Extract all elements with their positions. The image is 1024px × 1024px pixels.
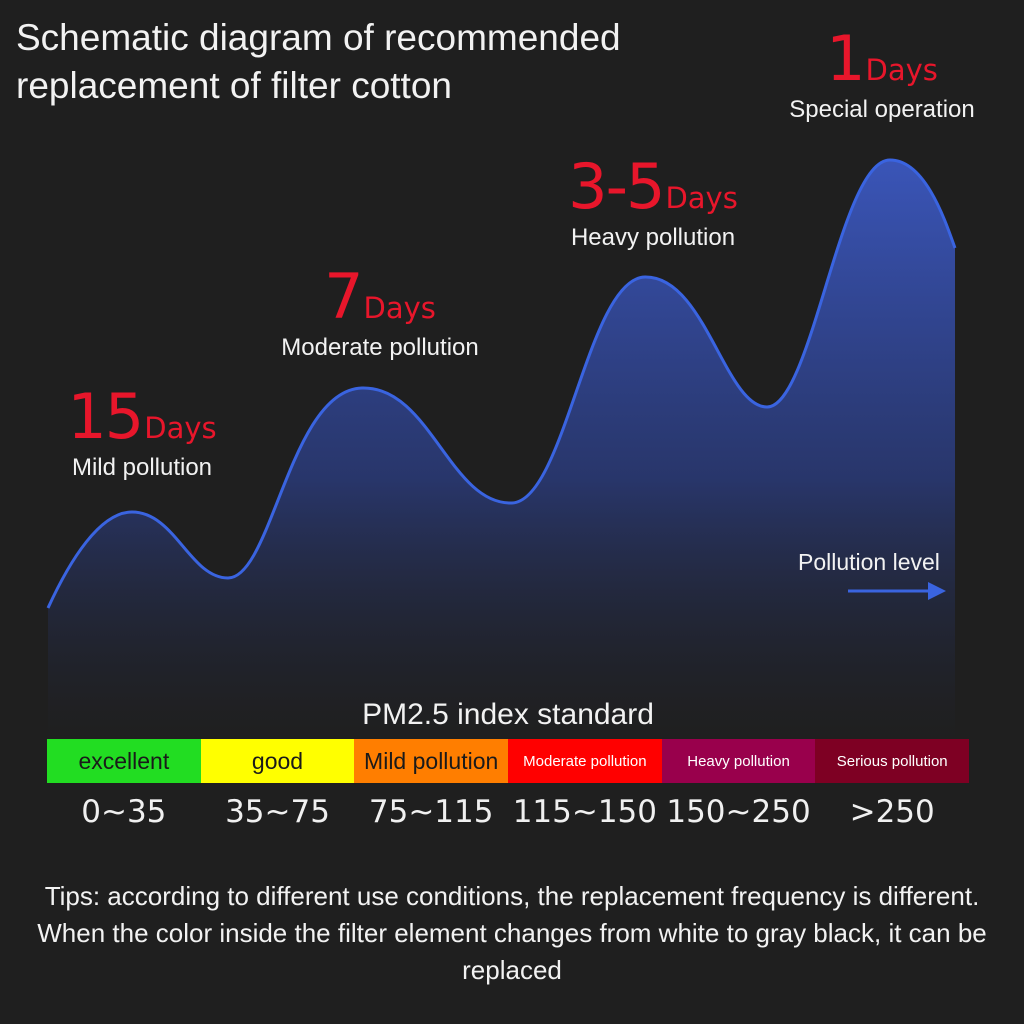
range-label: 115~150 (512, 794, 658, 830)
scale-segment-good: good (200, 739, 355, 783)
title-line-2: replacement of filter cotton (16, 65, 452, 106)
days-unit: Days (144, 411, 217, 445)
level-caption: Moderate pollution (281, 334, 479, 361)
days-unit: Days (363, 291, 436, 325)
scale-segment-mild: Mild pollution (354, 739, 509, 783)
wave-area (48, 160, 955, 740)
pollution-level-label: Pollution level (798, 549, 940, 575)
arrow-right-icon (848, 582, 946, 600)
page-title: Schematic diagram of recommended replace… (16, 14, 621, 110)
range-label: 35~75 (225, 794, 330, 830)
wave-line (46, 158, 957, 609)
level-moderate: 7Days Moderate pollution (268, 266, 492, 362)
level-special: 1Days Special operation (780, 28, 984, 124)
days-number: 3-5 (568, 150, 665, 223)
title-line-1: Schematic diagram of recommended (16, 17, 621, 58)
scale-segment-excellent: excellent (47, 739, 201, 783)
tips-text: Tips: according to different use conditi… (37, 881, 987, 985)
days-unit: Days (865, 53, 938, 87)
pm-index-title: PM2.5 index standard (362, 698, 654, 731)
range-label: 75~115 (368, 794, 494, 830)
scale-segment-serious: Serious pollution (815, 739, 970, 783)
days-number: 7 (324, 260, 363, 333)
range-label: 0~35 (81, 794, 167, 830)
level-caption: Mild pollution (71, 454, 213, 481)
range-label: >250 (849, 794, 935, 830)
level-caption: Heavy pollution (570, 224, 736, 251)
level-heavy: 3-5Days Heavy pollution (560, 156, 746, 252)
scale-segment-moderate: Moderate pollution (508, 739, 662, 783)
scale-segment-heavy: Heavy pollution (661, 739, 816, 783)
range-label: 150~250 (666, 794, 811, 830)
days-number: 15 (67, 380, 144, 453)
pm-scale-bar: excellent good Mild pollution Moderate p… (47, 739, 970, 783)
level-caption: Special operation (789, 96, 975, 123)
days-number: 1 (826, 22, 865, 95)
level-mild: 15Days Mild pollution (40, 386, 244, 482)
pm-ranges: 0~35 35~75 75~115 115~150 150~250 >250 (47, 794, 969, 830)
days-unit: Days (665, 181, 738, 215)
